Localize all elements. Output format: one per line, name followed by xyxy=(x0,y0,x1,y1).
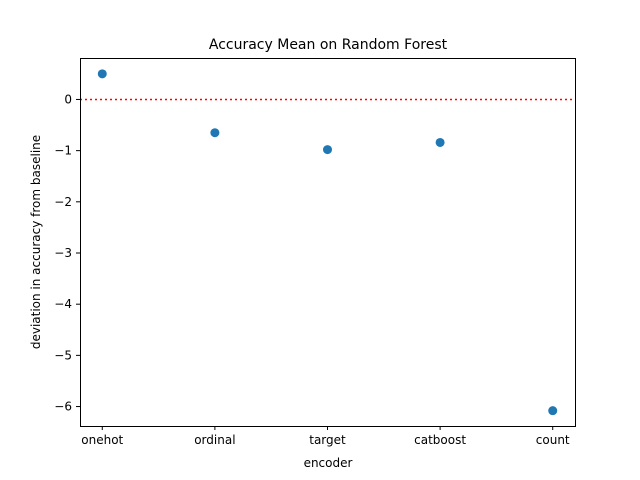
y-tick-label: −1 xyxy=(54,144,72,158)
x-tick-label: catboost xyxy=(414,433,466,447)
y-tick-label: −5 xyxy=(54,348,72,362)
x-tick-label: ordinal xyxy=(194,433,235,447)
data-point-count xyxy=(548,406,558,416)
y-axis-label: deviation in accuracy from baseline xyxy=(29,135,43,349)
x-axis: onehot ordinal target catboost count xyxy=(81,426,570,447)
y-tick-label: −2 xyxy=(54,195,72,209)
y-tick-label: −4 xyxy=(54,297,72,311)
plot-area xyxy=(80,69,575,416)
y-tick-label: −3 xyxy=(54,246,72,260)
y-tick-label: 0 xyxy=(64,92,72,106)
plot-frame xyxy=(80,58,576,427)
y-tick-label: −6 xyxy=(54,400,72,414)
data-point-catboost xyxy=(435,137,445,147)
x-tick-label: count xyxy=(536,433,570,447)
x-axis-label: encoder xyxy=(304,456,353,470)
data-point-target xyxy=(323,145,332,155)
chart-title: Accuracy Mean on Random Forest xyxy=(209,37,448,53)
data-point-onehot xyxy=(97,69,107,79)
data-point-ordinal xyxy=(210,128,220,138)
x-tick-label: target xyxy=(309,433,346,447)
y-axis: 0 −1 −2 −3 −4 −5 −6 xyxy=(54,92,80,414)
x-tick-label: onehot xyxy=(81,433,123,447)
